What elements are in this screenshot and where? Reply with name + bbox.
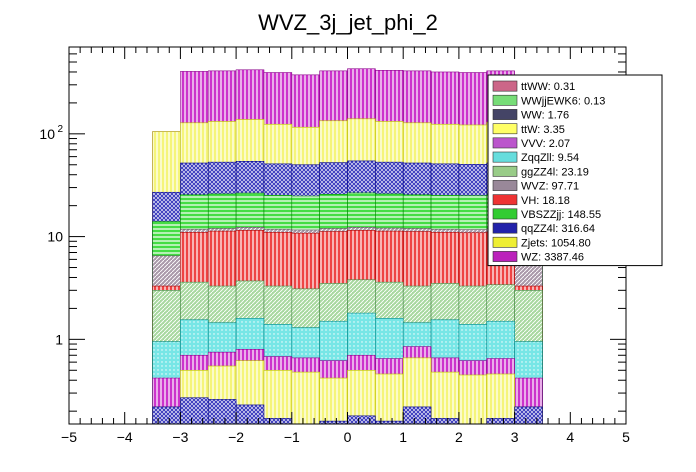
- legend-label: VH: 18.18: [521, 195, 570, 207]
- legend-label: VBSZZjj: 148.55: [521, 209, 601, 221]
- legend-label: WWjjEWK6: 0.13: [521, 95, 605, 107]
- legend-label: ttWW: 0.31: [521, 81, 575, 93]
- x-tick-label: −5: [61, 429, 77, 445]
- legend-swatch: [492, 151, 518, 163]
- bars-layer: [152, 68, 543, 425]
- bar-zjets-bin-11: [458, 374, 488, 425]
- legend-swatch: [492, 180, 518, 191]
- x-tick-label: 3: [511, 429, 519, 445]
- legend-swatch: [492, 94, 518, 106]
- legend-swatch: [492, 236, 518, 248]
- x-tick-label: 4: [566, 429, 574, 445]
- legend-label: WW: 1.76: [521, 110, 569, 122]
- bar-zjets-bin-6: [319, 377, 348, 425]
- x-tick-label: −1: [284, 429, 300, 445]
- legend-swatch: [492, 222, 518, 234]
- bar-qqzz4l-bin-7: [347, 415, 376, 425]
- x-tick-label: 0: [344, 429, 352, 445]
- bar-qqzz4l-bin-10: [430, 418, 460, 425]
- legend: ttWW: 0.31 WWjjEWK6: 0.13 WW: 1.76 ttW: 3.3…: [487, 74, 663, 267]
- legend-label: WVZ: 97.71: [521, 181, 579, 193]
- legend-swatch: [492, 194, 518, 206]
- x-tick-label: −2: [228, 429, 244, 445]
- y-tick-label: 1: [55, 331, 63, 347]
- legend-swatch: [492, 80, 518, 92]
- x-tick-label: −4: [117, 429, 133, 445]
- legend-label: qqZZ4l: 316.64: [521, 223, 595, 235]
- bar-qqzz4l-bin-1: [180, 397, 209, 425]
- y-tick-exponent: 2: [57, 124, 63, 135]
- bar-zjets-bin-4: [263, 369, 293, 425]
- bar-qqzz4l-bin-2: [207, 399, 237, 425]
- x-tick-label: 1: [399, 429, 407, 445]
- bar-zjets-bin-8: [375, 373, 404, 425]
- bar-zjets-bin-12: [486, 373, 515, 425]
- legend-swatch: [492, 137, 518, 149]
- legend-label: ggZZ4l: 23.19: [521, 166, 589, 178]
- y-tick-label: 10: [39, 126, 55, 142]
- legend-label: Zjets: 1054.80: [521, 237, 591, 249]
- bar-qqzz4l-bin-0: [152, 406, 181, 425]
- legend-swatch: [492, 109, 518, 120]
- x-tick-label: 2: [455, 429, 463, 445]
- legend-swatch: [492, 165, 518, 177]
- bar-qqzz4l-bin-9: [402, 406, 432, 425]
- bar-qqzz4l-bin-13: [514, 406, 543, 425]
- bar-qqzz4l-bin-3: [235, 404, 265, 425]
- legend-swatch: [492, 123, 518, 135]
- bar-zjets-bin-5: [291, 371, 320, 425]
- chart-title: WVZ_3j_jet_phi_2: [258, 10, 438, 35]
- bar-qqzz4l-bin-4: [263, 418, 293, 425]
- legend-label: VVV: 2.07: [521, 138, 570, 150]
- bar-zjets-bin-10: [430, 371, 460, 425]
- legend-label: ZqqZll: 9.54: [521, 152, 579, 164]
- legend-swatch: [492, 251, 518, 262]
- legend-label: WZ: 3387.46: [521, 252, 584, 264]
- x-tick-label: 5: [622, 429, 630, 445]
- y-tick-label: 10: [47, 229, 63, 245]
- legend-swatch: [492, 208, 518, 220]
- legend-label: ttW: 3.35: [521, 124, 565, 136]
- x-tick-label: −3: [172, 429, 188, 445]
- bar-qqzz4l-bin-12: [486, 418, 515, 425]
